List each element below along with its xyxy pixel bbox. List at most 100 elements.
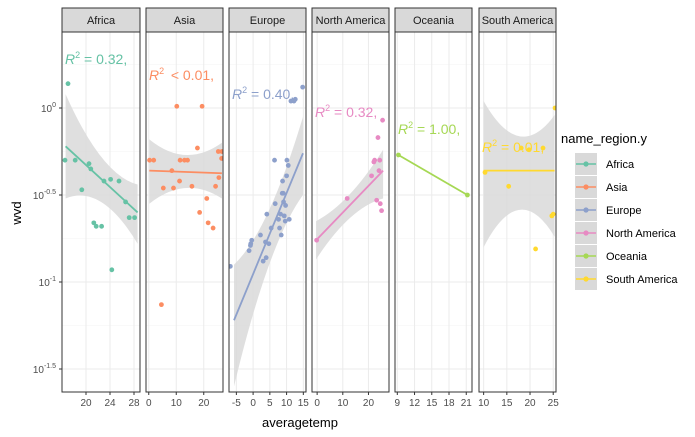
data-point <box>292 96 298 102</box>
data-point <box>283 203 288 208</box>
data-point <box>151 157 157 163</box>
data-point <box>518 145 524 151</box>
legend-item-north-america: North America <box>575 222 677 244</box>
data-point <box>79 187 85 193</box>
data-point <box>260 258 266 264</box>
data-point <box>286 216 292 222</box>
r2-label: R2 < 0.01, <box>149 66 214 83</box>
strip-label-oceania: Oceania <box>413 15 455 27</box>
data-point <box>380 117 385 123</box>
data-point <box>116 178 122 184</box>
r2-label: R2 = 0.40, <box>232 85 294 102</box>
data-point <box>281 213 287 219</box>
data-point <box>159 302 164 308</box>
y-tick-label: 10-1 <box>39 276 56 289</box>
x-axis-title: averagetemp <box>262 415 338 430</box>
regression-line <box>149 169 222 175</box>
data-point <box>216 175 222 181</box>
data-point <box>174 103 180 109</box>
data-point <box>65 81 71 87</box>
legend-items: Africa Asia Europe North America Oceania Sout… <box>575 153 678 290</box>
x-tick-label: 9 <box>395 398 401 409</box>
data-point <box>171 185 176 191</box>
legend-item-europe: Europe <box>575 199 641 221</box>
panel-africa: Africa R2 = 0.32, 20 24 28 <box>61 7 141 409</box>
x-tick-label: 10 <box>281 398 293 409</box>
y-tick-label: 10-1.5 <box>33 363 56 376</box>
regression-line <box>64 145 139 214</box>
data-point <box>246 248 252 254</box>
data-point <box>284 173 289 179</box>
data-point <box>62 157 68 163</box>
x-tick-label: 21 <box>461 398 473 409</box>
x-tick-label: 18 <box>443 398 455 409</box>
data-point <box>372 157 378 163</box>
legend-label: Asia <box>606 182 628 194</box>
x-tick-label: 10 <box>478 398 490 409</box>
x-tick-label: 28 <box>128 398 140 409</box>
confidence-band <box>234 116 303 387</box>
panel-border <box>311 31 390 393</box>
data-point <box>377 201 383 207</box>
data-point <box>132 215 138 221</box>
panel-background <box>395 32 472 392</box>
data-point <box>272 201 278 207</box>
strip-africa <box>61 7 141 33</box>
data-point <box>185 157 190 163</box>
panel-border <box>145 31 224 393</box>
legend-item-africa: Africa <box>575 153 635 175</box>
data-point <box>195 145 200 151</box>
data-point <box>377 157 383 163</box>
legend-key-point <box>583 161 589 167</box>
y-tick-label: 10-0.5 <box>33 189 56 202</box>
legend-item-asia: Asia <box>575 176 628 198</box>
data-point <box>375 135 381 140</box>
r2-label: R2 = 1.00, <box>398 120 460 137</box>
data-point <box>552 105 556 111</box>
x-tick-label: 10 <box>337 398 349 409</box>
legend-title: name_region.y <box>561 131 647 146</box>
confidence-band <box>65 94 138 244</box>
panel-europe: Europe R2 = 0.40, -5 0 5 10 15 <box>228 7 309 409</box>
x-tick-label: 0 <box>314 398 320 409</box>
legend: name_region.y Africa Asia Europe North Amer… <box>561 131 678 290</box>
data-point <box>91 220 97 226</box>
legend-key-point <box>583 184 589 190</box>
data-point <box>369 173 374 179</box>
data-point <box>506 183 512 189</box>
x-tick-label: 0 <box>146 398 152 409</box>
panel-oceania: Oceania R2 = 1.00, 9 12 15 18 21 <box>394 7 473 409</box>
panel-south-america: South America R2 = 0.01, 10 15 20 25 <box>478 7 559 409</box>
data-point <box>177 157 183 163</box>
data-point <box>278 232 284 238</box>
x-tick-label: 20 <box>524 398 536 409</box>
data-point <box>147 157 152 163</box>
data-point <box>210 225 216 231</box>
strip-label-north-america: North America <box>316 15 387 27</box>
strip-oceania <box>394 7 473 33</box>
panel-plot-area <box>229 32 306 392</box>
panel-border <box>228 31 307 393</box>
x-tick-label: 24 <box>104 398 116 409</box>
data-point <box>189 183 195 189</box>
strip-north-america <box>311 7 390 33</box>
x-tick-label: 10 <box>171 398 183 409</box>
data-point <box>219 156 223 161</box>
r2-label: R2 = 0.32, <box>65 50 127 67</box>
panel-border <box>61 31 141 393</box>
data-point <box>540 145 546 151</box>
x-tick-label: 0 <box>250 398 256 409</box>
data-point <box>526 147 532 153</box>
data-point <box>533 246 538 252</box>
data-point <box>204 196 210 201</box>
data-point <box>213 183 218 189</box>
panel-plot-area <box>395 32 472 392</box>
panel-plot-area <box>146 32 223 392</box>
strip-label-asia: Asia <box>174 15 196 27</box>
data-point <box>285 163 291 168</box>
confidence-band <box>483 101 555 248</box>
panel-border <box>478 31 557 393</box>
data-point <box>284 157 290 163</box>
strip-label-south-america: South America <box>482 15 554 27</box>
r2-label: R2 = 0.01, <box>482 138 544 155</box>
